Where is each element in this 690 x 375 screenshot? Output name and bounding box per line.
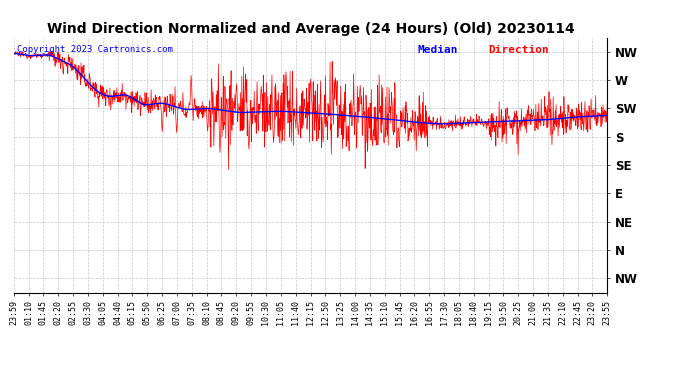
Text: Copyright 2023 Cartronics.com: Copyright 2023 Cartronics.com <box>17 45 172 54</box>
Title: Wind Direction Normalized and Average (24 Hours) (Old) 20230114: Wind Direction Normalized and Average (2… <box>47 22 574 36</box>
Text: Direction: Direction <box>489 45 549 55</box>
Text: Median: Median <box>417 45 457 55</box>
